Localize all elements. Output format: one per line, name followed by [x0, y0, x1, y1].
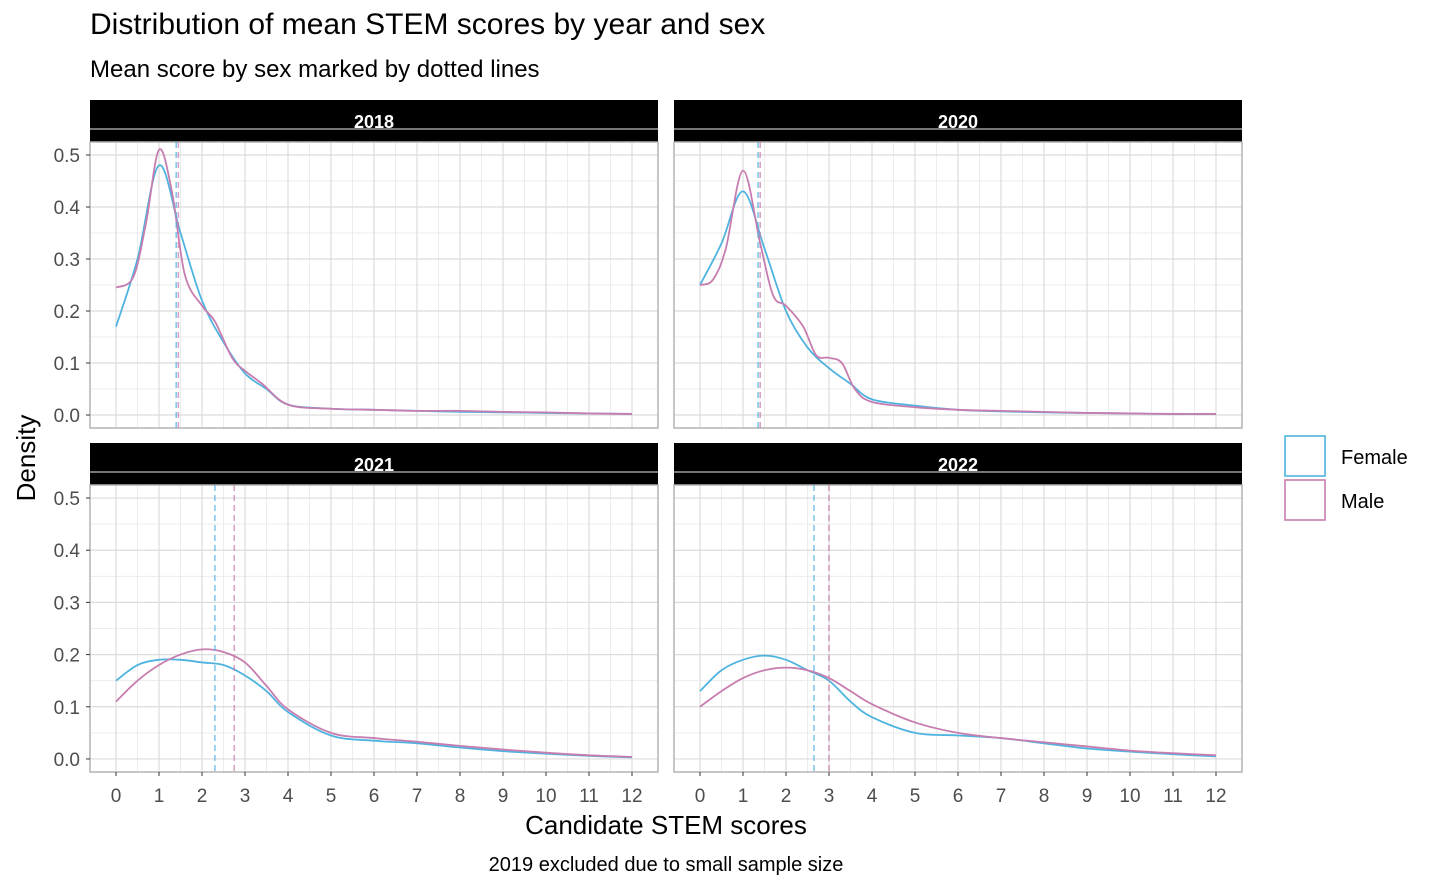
facet-strip-label: 2020	[938, 112, 978, 132]
density-line-female	[115, 658, 633, 759]
x-tick-label: 1	[154, 786, 165, 807]
y-tick-label: 0.3	[54, 250, 80, 271]
y-tick-label: 0.5	[54, 489, 80, 510]
x-tick-label: 1	[738, 786, 749, 807]
x-tick-label: 0	[695, 786, 706, 807]
x-tick-label: 3	[240, 786, 251, 807]
y-tick-label: 0.2	[54, 302, 80, 323]
x-tick-label: 11	[1163, 786, 1183, 807]
x-tick-label: 6	[369, 786, 380, 807]
facet-panel-2020: 2020	[673, 100, 1243, 429]
x-tick-label: 7	[996, 786, 1007, 807]
y-tick-label: 0.4	[54, 541, 81, 562]
y-tick-label: 0.1	[54, 354, 80, 375]
facet-strip	[674, 443, 1242, 485]
facet-strip-label: 2021	[354, 455, 394, 475]
legend-label-male: Male	[1341, 491, 1384, 513]
facet-strip-label: 2022	[938, 455, 978, 475]
chart-caption: 2019 excluded due to small sample size	[489, 854, 844, 876]
x-tick-label: 4	[283, 786, 294, 807]
x-tick-label: 4	[867, 786, 878, 807]
y-tick-label: 0.3	[54, 593, 80, 614]
x-tick-label: 12	[1205, 786, 1226, 807]
facet-strip	[90, 100, 658, 142]
y-tick-label: 0.0	[54, 750, 80, 771]
x-tick-label: 10	[535, 786, 556, 807]
x-tick-label: 2	[781, 786, 792, 807]
facet-strip	[90, 443, 658, 485]
x-tick-label: 9	[498, 786, 509, 807]
facet-strip-label: 2018	[354, 112, 394, 132]
x-tick-label: 2	[197, 786, 208, 807]
x-axis-label: Candidate STEM scores	[525, 810, 807, 840]
x-tick-label: 3	[824, 786, 835, 807]
y-tick-label: 0.1	[54, 698, 80, 719]
y-tick-label: 0.5	[54, 146, 80, 167]
density-line-male	[699, 666, 1217, 757]
y-tick-label: 0.0	[54, 406, 80, 427]
density-line-male	[115, 648, 633, 758]
density-line-male	[699, 169, 1217, 415]
x-tick-label: 8	[455, 786, 466, 807]
legend: Female Male	[1284, 435, 1408, 521]
legend-label-female: Female	[1341, 447, 1408, 469]
legend-key-female	[1284, 435, 1326, 477]
chart-title: Distribution of mean STEM scores by year…	[90, 8, 766, 41]
facet-strip	[674, 100, 1242, 142]
x-tick-label: 5	[326, 786, 337, 807]
legend-key-male	[1284, 479, 1326, 521]
y-axis-label: Density	[11, 415, 41, 502]
y-tick-label: 0.4	[54, 198, 81, 219]
density-line-female	[699, 654, 1217, 758]
x-tick-label: 11	[579, 786, 599, 807]
x-tick-label: 8	[1039, 786, 1050, 807]
x-tick-label: 10	[1119, 786, 1140, 807]
panel-border	[673, 141, 1243, 429]
y-tick-label: 0.2	[54, 646, 80, 667]
x-tick-label: 0	[111, 786, 122, 807]
x-tick-label: 6	[953, 786, 964, 807]
facet-panel-2018: 2018 0.0 0.1 0.2 0.3 0.4 0.5	[54, 100, 659, 429]
density-line-male	[115, 148, 633, 415]
x-tick-label: 5	[910, 786, 921, 807]
chart-subtitle: Mean score by sex marked by dotted lines	[90, 56, 540, 83]
x-tick-label: 9	[1082, 786, 1093, 807]
panel-border	[89, 141, 659, 429]
x-tick-label: 7	[412, 786, 423, 807]
x-tick-label: 12	[621, 786, 642, 807]
